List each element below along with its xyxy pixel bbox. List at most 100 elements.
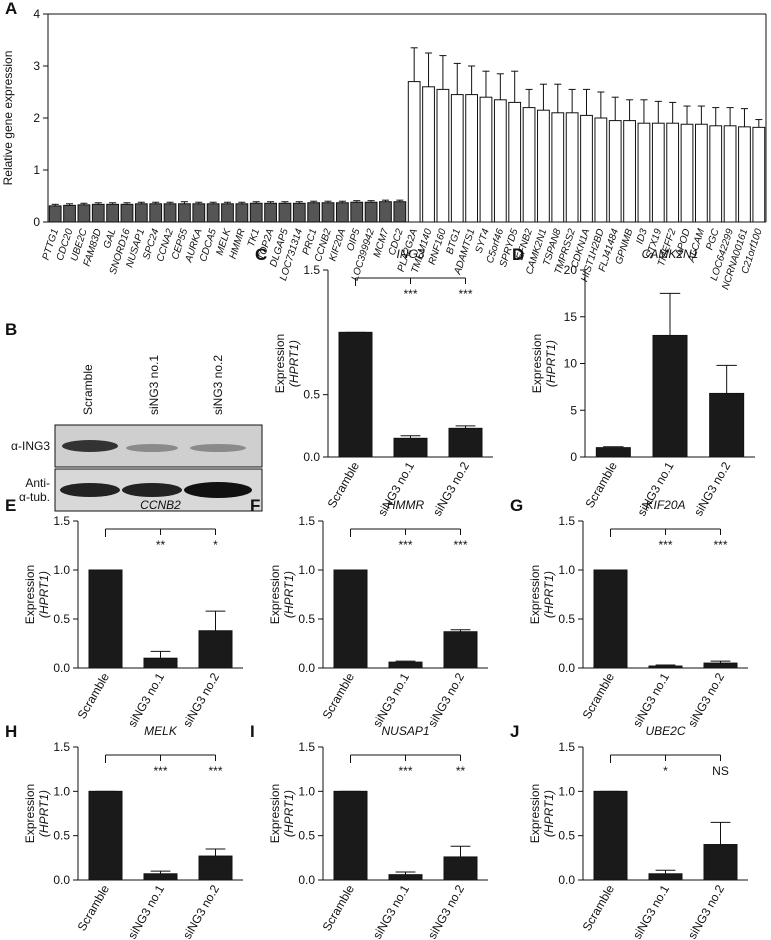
bar <box>77 204 91 223</box>
bar <box>680 123 694 223</box>
y-tick-label: 1.0 <box>53 563 70 577</box>
x-tick-label: Scramble <box>75 882 113 933</box>
y-tick-label: 1.0 <box>558 563 575 577</box>
bar <box>106 203 120 223</box>
bar <box>235 203 249 223</box>
y-tick-label: 0.5 <box>53 829 70 843</box>
bar <box>709 125 723 223</box>
bar <box>508 101 522 223</box>
bar <box>608 120 622 223</box>
bar <box>249 202 263 223</box>
y-axis-label: Expression <box>23 565 37 624</box>
x-tick-label: Scramble <box>320 670 358 721</box>
chart-title: UBE2C <box>645 724 685 738</box>
significance-label: * <box>663 764 668 778</box>
bar <box>648 873 683 881</box>
y-axis-label: (HPRT1) <box>287 340 301 387</box>
bar <box>143 657 178 669</box>
y-tick-label: 1.5 <box>298 514 315 528</box>
y-axis-label: (HPRT1) <box>282 790 296 837</box>
significance-label: ** <box>456 764 466 778</box>
y-tick-label: 0.5 <box>558 612 575 626</box>
bar <box>88 790 123 881</box>
y-tick-label: 0.5 <box>303 388 320 402</box>
bar <box>264 202 277 223</box>
band <box>190 444 246 452</box>
x-tick-label: siNG3 no.2 <box>685 882 727 940</box>
y-tick-label: 1.5 <box>303 263 320 277</box>
x-tick-label: Scramble <box>75 670 113 721</box>
bar <box>198 855 233 881</box>
x-tick-label: siNG3 no.2 <box>691 459 733 518</box>
bar <box>388 661 423 669</box>
significance-label: *** <box>713 538 727 552</box>
x-tick-label: siNG3 no.2 <box>685 670 727 729</box>
y-axis-label: (HPRT1) <box>37 571 51 618</box>
lane-label: siNG3 no.1 <box>147 355 161 415</box>
bar <box>593 790 628 881</box>
bar <box>580 114 593 223</box>
bar <box>703 844 738 881</box>
y-tick-label: 3 <box>33 59 40 73</box>
y-tick-label: 2 <box>33 111 40 125</box>
bar <box>450 94 464 223</box>
y-tick-label: 5 <box>570 403 577 417</box>
lane-label: siNG3 no.2 <box>211 355 225 415</box>
blot <box>54 424 263 512</box>
y-tick-label: 0.0 <box>53 661 70 675</box>
y-tick-label: 1.5 <box>558 514 575 528</box>
x-tick-label: ID3 <box>635 227 650 246</box>
significance-label: * <box>213 538 218 552</box>
y-tick-label: 1.0 <box>53 784 70 798</box>
significance-label: *** <box>398 764 412 778</box>
significance-label: *** <box>398 538 412 552</box>
bar <box>752 126 766 223</box>
bar <box>63 204 76 223</box>
bar <box>48 205 62 223</box>
bar <box>651 122 665 223</box>
x-tick-label: Scramble <box>580 670 618 721</box>
bar <box>703 662 738 669</box>
bar <box>335 202 349 223</box>
bar <box>91 203 105 223</box>
y-tick-label: 0 <box>570 450 577 464</box>
bar <box>388 874 423 881</box>
y-tick-label: 1.0 <box>558 784 575 798</box>
bar <box>648 665 683 669</box>
y-tick-label: 0.5 <box>558 829 575 843</box>
row-label: α-ING3 <box>11 439 50 453</box>
panel-letter: E <box>5 496 16 515</box>
significance-label: *** <box>403 287 417 301</box>
bar <box>652 334 688 458</box>
bar <box>465 94 479 223</box>
y-tick-label: 20 <box>564 263 578 277</box>
x-tick-label: siNG3 no.1 <box>630 882 672 940</box>
bar <box>637 122 651 223</box>
y-tick-label: 0.5 <box>298 612 315 626</box>
y-axis-label: (HPRT1) <box>37 790 51 837</box>
panel-letter: D <box>512 245 524 264</box>
bar <box>723 125 737 223</box>
y-tick-label: 1 <box>33 163 40 177</box>
bar <box>709 392 745 458</box>
bar <box>221 203 234 223</box>
chart-title: HMMR <box>387 498 425 512</box>
bar <box>422 86 435 223</box>
panel-letter: H <box>5 722 17 741</box>
y-tick-label: 0.0 <box>298 873 315 887</box>
x-tick-label: siNG3 no.2 <box>180 882 222 940</box>
bar <box>143 873 178 881</box>
x-tick-label: siNG3 no.1 <box>630 670 672 729</box>
x-tick-label: siNG3 no.2 <box>430 459 472 518</box>
bar <box>593 569 628 669</box>
y-axis-label: Relative gene expression <box>1 51 15 186</box>
y-axis-label: Expression <box>528 565 542 624</box>
bar <box>522 107 536 223</box>
panel-letter: I <box>250 722 255 741</box>
bar <box>149 203 163 223</box>
panel-letter: J <box>510 722 519 741</box>
y-axis-label: (HPRT1) <box>542 571 556 618</box>
bar <box>479 96 493 223</box>
y-axis-label: (HPRT1) <box>282 571 296 618</box>
chart-title: CCNB2 <box>140 498 181 512</box>
